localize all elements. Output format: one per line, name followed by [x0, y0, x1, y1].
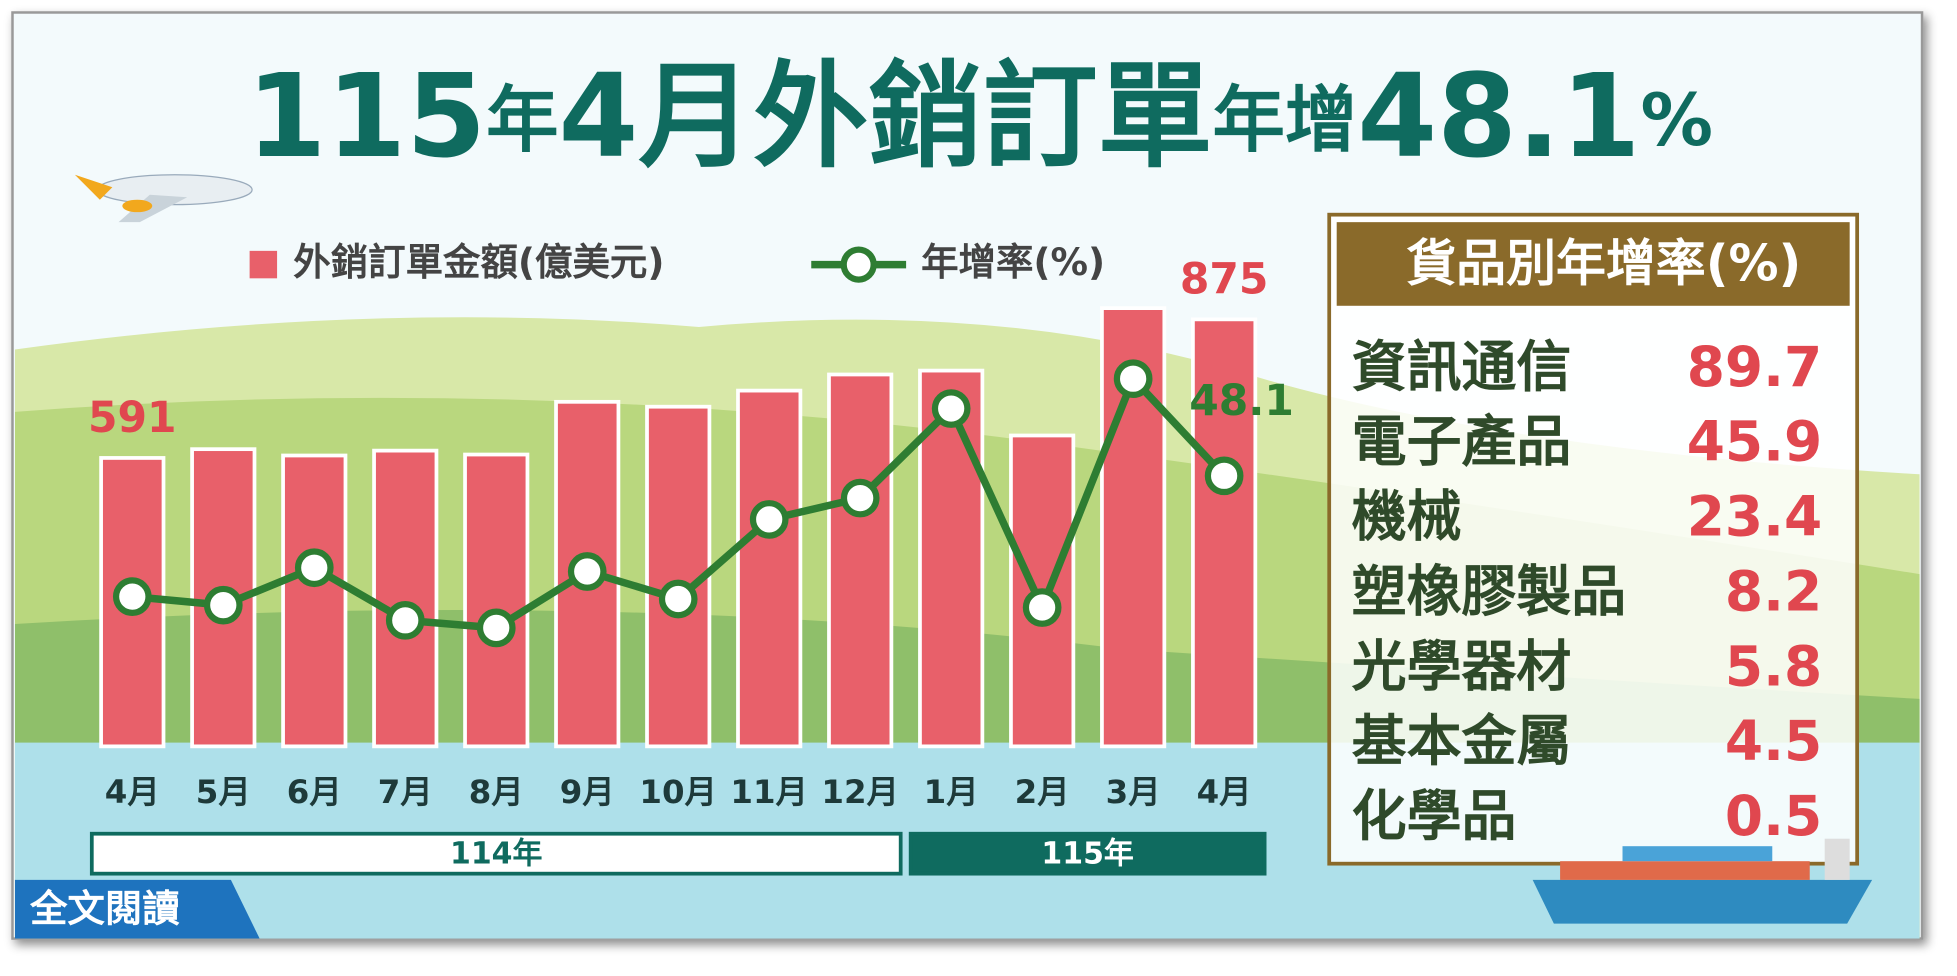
title-part: 115 [246, 50, 486, 184]
x-tick-label: 1月 [924, 773, 979, 811]
x-tick-label: 5月 [196, 773, 251, 811]
bar [736, 388, 803, 749]
line-marker [203, 585, 243, 625]
bar-value-label: 875 [1180, 255, 1269, 304]
x-tick-label: 8月 [469, 773, 524, 811]
year-group-label: 115年 [1041, 836, 1133, 871]
line-marker [476, 608, 516, 648]
line-marker [840, 478, 880, 518]
goods-panel [1327, 212, 1860, 866]
goods-name: 化學品 [1352, 784, 1517, 848]
goods-name: 電子產品 [1352, 410, 1572, 474]
bar [281, 453, 348, 749]
goods-rate: 23.4 [1687, 485, 1822, 549]
goods-rate: 0.5 [1725, 784, 1822, 848]
read-more-label[interactable]: 全文閱讀 [29, 887, 180, 931]
x-tick-label: 7月 [378, 773, 433, 811]
line-marker [1204, 456, 1244, 496]
goods-rate: 45.9 [1687, 410, 1822, 474]
x-tick-label: 12月 [821, 773, 899, 811]
title-part: % [1641, 79, 1714, 163]
line-marker [385, 600, 425, 640]
goods-name: 基本金屬 [1352, 709, 1572, 773]
airplane [74, 174, 253, 223]
legend-swatch [249, 250, 278, 279]
goods-rate: 4.5 [1725, 709, 1822, 773]
line-marker [1113, 359, 1153, 399]
goods-rate: 5.8 [1725, 634, 1822, 698]
line-marker [567, 552, 607, 591]
line-marker [1022, 588, 1062, 627]
year-group-box [908, 831, 1267, 876]
bar [372, 448, 439, 749]
x-tick-label: 4月 [1197, 773, 1252, 811]
title-part: 年 [486, 79, 558, 163]
year-group-label: 114年 [450, 836, 542, 871]
line-marker [658, 579, 698, 619]
title-part: 48.1 [1357, 50, 1640, 184]
x-tick-label: 3月 [1106, 773, 1161, 811]
goods-name: 機械 [1352, 485, 1462, 549]
legend-marker [840, 246, 877, 283]
bar [827, 372, 894, 749]
x-tick-label: 6月 [287, 773, 342, 811]
line-marker [294, 548, 334, 588]
read-more-button[interactable]: 全文閱讀 [14, 879, 260, 939]
goods-rate: 89.7 [1687, 335, 1822, 399]
goods-name: 資訊通信 [1352, 335, 1572, 399]
line-marker [931, 389, 971, 428]
legend-label: 年增率(%) [921, 240, 1105, 284]
line-marker [112, 577, 152, 616]
legend-label: 外銷訂單金額(億美元) [293, 240, 664, 284]
bar [463, 452, 530, 749]
bar-value-label: 591 [88, 394, 177, 443]
goods-rate: 8.2 [1725, 559, 1822, 623]
year-group-box [89, 831, 903, 876]
bar [1191, 317, 1258, 749]
ship [1532, 838, 1873, 924]
title-part: 4月 [559, 50, 754, 184]
x-tick-label: 2月 [1015, 773, 1070, 811]
title-part: 外銷訂單 [753, 50, 1212, 184]
title: 115年4月外銷訂單年增48.1% [246, 50, 1713, 184]
goods-table-title: 貨品別年增率(%) [1406, 235, 1801, 293]
line-marker [749, 500, 789, 539]
goods-name: 塑橡膠製品 [1352, 559, 1627, 623]
x-tick-label: 4月 [105, 773, 160, 811]
line-value-label: 48.1 [1189, 377, 1294, 426]
x-tick-label: 9月 [560, 773, 615, 811]
goods-name: 光學器材 [1352, 634, 1572, 698]
title-part: 年增 [1212, 79, 1357, 163]
x-tick-label: 11月 [730, 773, 808, 811]
x-tick-label: 10月 [639, 773, 717, 811]
